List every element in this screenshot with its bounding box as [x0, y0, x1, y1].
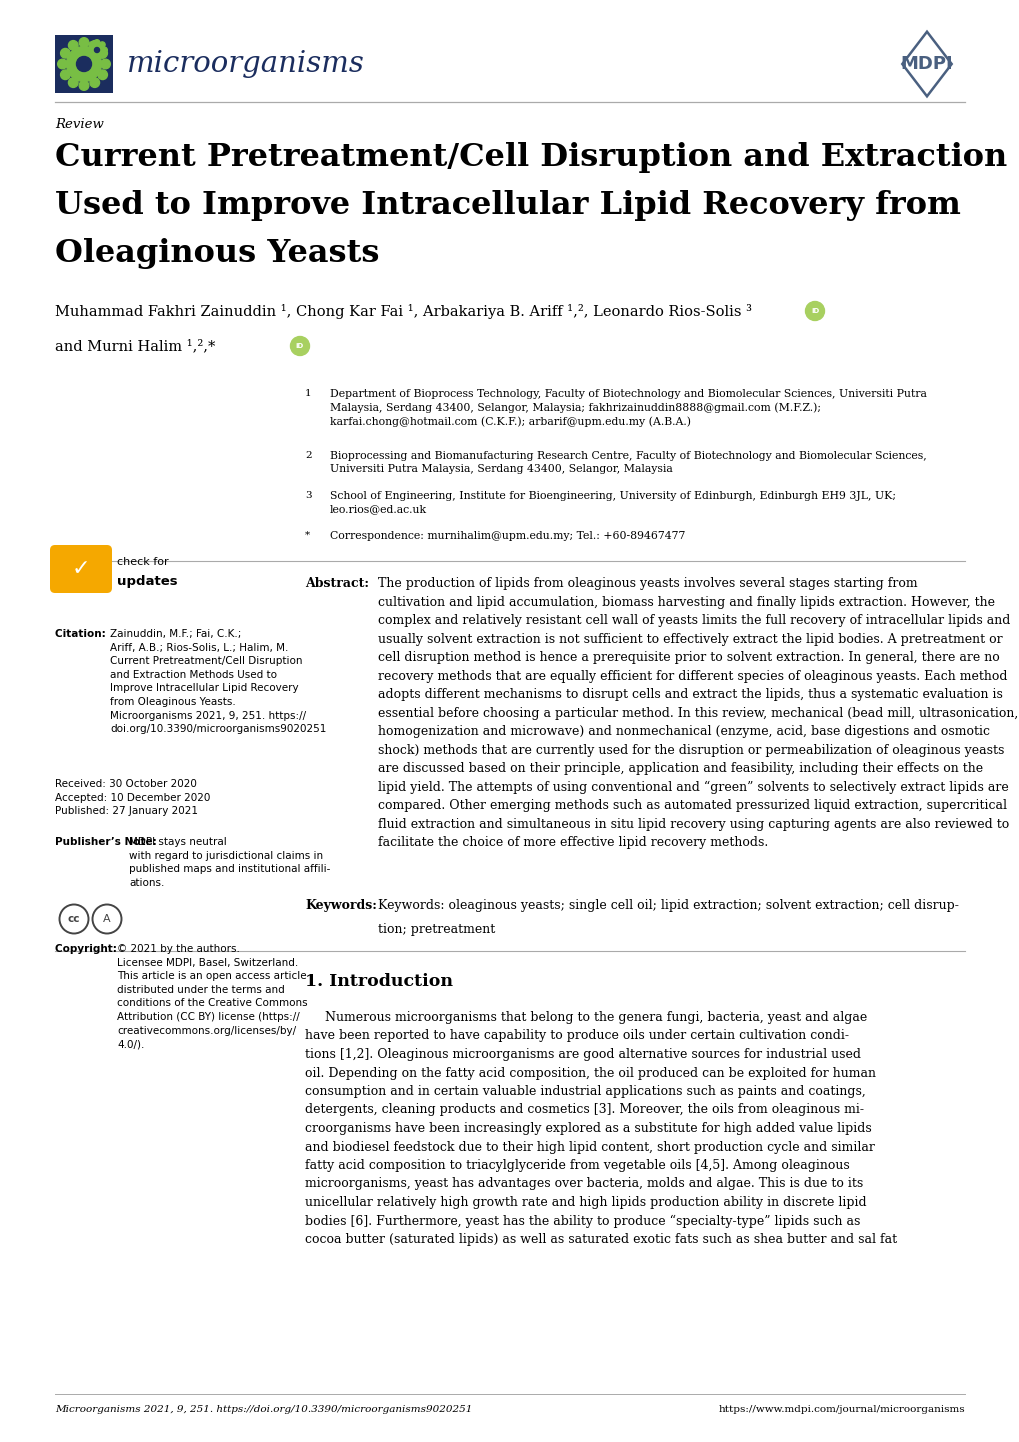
Circle shape — [290, 336, 309, 356]
Text: microorganisms: microorganisms — [127, 50, 365, 78]
Circle shape — [79, 58, 84, 62]
Circle shape — [805, 301, 823, 320]
Circle shape — [98, 49, 107, 58]
Circle shape — [89, 42, 95, 48]
Text: Publisher’s Note:: Publisher’s Note: — [55, 836, 160, 846]
Circle shape — [101, 59, 110, 69]
Text: check for: check for — [117, 557, 168, 567]
Circle shape — [79, 66, 84, 71]
Circle shape — [79, 37, 89, 48]
Text: Correspondence: murnihalim@upm.edu.my; Tel.: +60-89467477: Correspondence: murnihalim@upm.edu.my; T… — [330, 531, 685, 541]
Text: MDPI: MDPI — [900, 55, 953, 74]
Text: and Murni Halim ¹,²,*: and Murni Halim ¹,²,* — [55, 339, 215, 353]
Text: Oleaginous Yeasts: Oleaginous Yeasts — [55, 238, 379, 270]
Text: Copyright:: Copyright: — [55, 945, 120, 955]
Circle shape — [94, 55, 100, 61]
Circle shape — [58, 59, 67, 69]
Text: updates: updates — [117, 574, 177, 587]
Text: 2: 2 — [305, 451, 312, 460]
Circle shape — [79, 81, 89, 91]
Circle shape — [91, 45, 103, 56]
Text: iD: iD — [296, 343, 304, 349]
Text: Citation:: Citation: — [55, 629, 109, 639]
Circle shape — [87, 48, 92, 53]
Circle shape — [68, 78, 78, 88]
Text: School of Engineering, Institute for Bioengineering, University of Edinburgh, Ed: School of Engineering, Institute for Bio… — [330, 490, 895, 515]
Text: Microorganisms 2021, 9, 251. https://doi.org/10.3390/microorganisms9020251: Microorganisms 2021, 9, 251. https://doi… — [55, 1405, 472, 1413]
Circle shape — [94, 40, 100, 45]
Circle shape — [68, 40, 78, 50]
Circle shape — [100, 52, 105, 58]
Text: Abstract:: Abstract: — [305, 577, 369, 590]
Text: Keywords:: Keywords: — [305, 898, 376, 911]
Text: cc: cc — [67, 914, 81, 924]
Circle shape — [60, 49, 70, 58]
Text: 1. Introduction: 1. Introduction — [305, 973, 452, 991]
Text: *: * — [305, 531, 310, 539]
Text: A: A — [103, 914, 111, 924]
Text: Current Pretreatment/Cell Disruption and Extraction Methods: Current Pretreatment/Cell Disruption and… — [55, 141, 1019, 173]
Text: Bioprocessing and Biomanufacturing Research Centre, Faculty of Biotechnology and: Bioprocessing and Biomanufacturing Resea… — [330, 451, 926, 474]
Text: MDPI stays neutral
with regard to jurisdictional claims in
published maps and in: MDPI stays neutral with regard to jurisd… — [128, 836, 330, 888]
Text: Keywords: oleaginous yeasts; single cell oil; lipid extraction; solvent extracti: Keywords: oleaginous yeasts; single cell… — [378, 898, 958, 911]
Text: Numerous microorganisms that belong to the genera fungi, bacteria, yeast and alg: Numerous microorganisms that belong to t… — [305, 1011, 897, 1246]
Circle shape — [98, 71, 107, 79]
Text: 3: 3 — [305, 490, 312, 500]
Circle shape — [87, 62, 91, 66]
Circle shape — [76, 56, 92, 72]
FancyBboxPatch shape — [50, 545, 112, 593]
Text: Muhammad Fakhri Zainuddin ¹, Chong Kar Fai ¹, Arbakariya B. Ariff ¹,², Leonardo : Muhammad Fakhri Zainuddin ¹, Chong Kar F… — [55, 304, 751, 319]
Circle shape — [66, 46, 102, 82]
Text: Department of Bioprocess Technology, Faculty of Biotechnology and Biomolecular S: Department of Bioprocess Technology, Fac… — [330, 389, 926, 427]
Text: ✓: ✓ — [71, 559, 91, 580]
Circle shape — [90, 40, 100, 50]
Text: 1: 1 — [305, 389, 312, 398]
FancyBboxPatch shape — [55, 35, 113, 92]
Text: Review: Review — [55, 118, 104, 131]
Text: © 2021 by the authors.
Licensee MDPI, Basel, Switzerland.
This article is an ope: © 2021 by the authors. Licensee MDPI, Ba… — [117, 945, 308, 1050]
Circle shape — [90, 78, 100, 88]
Circle shape — [100, 42, 105, 48]
Text: Used to Improve Intracellular Lipid Recovery from: Used to Improve Intracellular Lipid Reco… — [55, 190, 960, 221]
Circle shape — [102, 48, 107, 53]
Text: iD: iD — [810, 309, 818, 314]
Text: Zainuddin, M.F.; Fai, C.K.;
Ariff, A.B.; Rios-Solis, L.; Halim, M.
Current Pretr: Zainuddin, M.F.; Fai, C.K.; Ariff, A.B.;… — [110, 629, 326, 734]
Circle shape — [60, 71, 70, 79]
Text: https://www.mdpi.com/journal/microorganisms: https://www.mdpi.com/journal/microorgani… — [717, 1405, 964, 1413]
Text: The production of lipids from oleaginous yeasts involves several stages starting: The production of lipids from oleaginous… — [378, 577, 1017, 849]
Text: tion; pretreatment: tion; pretreatment — [378, 923, 495, 936]
Text: Received: 30 October 2020
Accepted: 10 December 2020
Published: 27 January 2021: Received: 30 October 2020 Accepted: 10 D… — [55, 779, 210, 816]
Circle shape — [89, 52, 95, 58]
Circle shape — [95, 48, 100, 52]
